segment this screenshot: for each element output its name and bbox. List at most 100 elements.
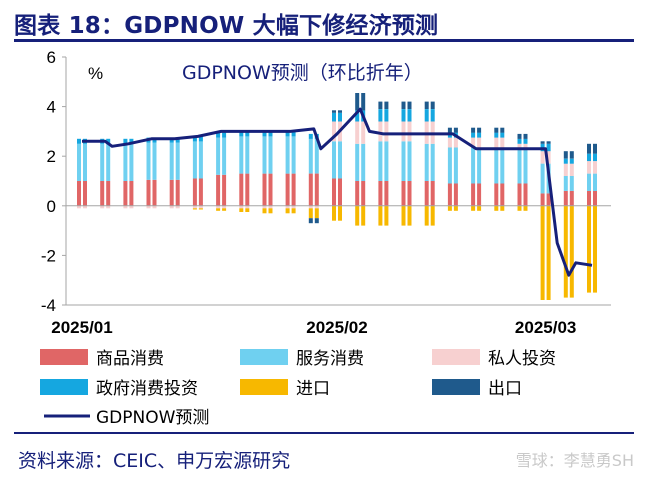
bar-private_investment-12-b <box>361 122 365 144</box>
bar-exports-18-b <box>500 128 504 133</box>
bar-imports-19-b <box>524 206 528 211</box>
bar-imports-12-b <box>361 206 365 226</box>
bar-services-19-a <box>518 149 522 184</box>
bar-imports-6-a <box>216 208 220 211</box>
bar-goods-1-b <box>106 181 110 206</box>
legend-label-imports: 进口 <box>296 379 330 399</box>
bar-exports-14-a <box>402 102 406 109</box>
bar-goods-11-b <box>338 179 342 206</box>
source-note: 资料来源：CEIC、申万宏源研究 <box>18 446 290 473</box>
bar-imports-22-b <box>593 206 597 293</box>
footer-divider <box>14 432 634 434</box>
bar-government-19-b <box>524 139 528 144</box>
bar-exports-19-b <box>524 134 528 139</box>
y-tick-label-4: 4 <box>47 98 56 117</box>
bar-goods-21-a <box>564 191 568 206</box>
bar-private_investment-18-b <box>500 138 504 148</box>
bar-government-13-a <box>378 109 382 121</box>
bar-government-0-a <box>77 139 81 144</box>
bar-goods-10-b <box>315 174 319 206</box>
bar-services-6-a <box>216 138 220 175</box>
bar-exports-22-b <box>593 144 597 154</box>
stacked-bars <box>77 93 597 300</box>
bar-government-14-a <box>402 109 406 121</box>
bar-goods-7-b <box>245 174 249 206</box>
bar-exports-13-b <box>384 102 388 109</box>
bar-services-11-a <box>332 141 336 178</box>
bar-imports-15-a <box>425 206 429 226</box>
bar-imports-21-a <box>564 206 568 298</box>
bar-goods-2-a <box>123 181 127 206</box>
bar-goods-8-b <box>269 174 273 206</box>
bar-imports-19-a <box>518 206 522 211</box>
bar-goods-20-a <box>541 193 545 205</box>
legend-label-gdpnow: GDPNOW预测 <box>96 408 209 428</box>
unit-label: % <box>88 64 103 83</box>
bar-private_investment-21-a <box>564 164 568 176</box>
bar-imports-10-a <box>309 208 313 218</box>
bar-services-18-b <box>500 148 504 184</box>
bar-services-11-b <box>338 141 342 178</box>
legend-swatch-services <box>240 349 288 365</box>
bar-imports-16-b <box>454 206 458 211</box>
bar-goods-7-a <box>239 174 243 206</box>
bar-services-2-a <box>123 144 127 181</box>
bar-services-22-a <box>587 174 591 191</box>
bar-goods-10-a <box>309 174 313 206</box>
bar-exports-22-a <box>587 144 591 154</box>
bar-services-14-b <box>408 141 412 181</box>
bar-government-18-b <box>500 133 504 138</box>
x-tick-label-2: 2025/03 <box>515 318 576 337</box>
bar-imports-18-a <box>494 206 498 211</box>
bar-goods-14-a <box>402 181 406 206</box>
bar-goods-19-a <box>518 184 522 206</box>
bar-government-15-b <box>431 109 435 121</box>
bar-imports-10-b <box>315 208 319 218</box>
bar-goods-15-a <box>425 181 429 206</box>
bar-services-13-a <box>378 141 382 181</box>
bar-goods-8-a <box>263 174 267 206</box>
bar-imports-9-a <box>286 208 290 213</box>
bar-private_investment-22-b <box>593 161 597 173</box>
bar-private_investment-13-b <box>384 122 388 142</box>
bar-imports-6-b <box>222 208 226 211</box>
bar-exports-13-a <box>378 102 382 109</box>
bar-government-15-a <box>425 109 429 121</box>
bar-imports-7-a <box>239 208 243 212</box>
bar-imports-15-b <box>431 206 435 226</box>
bar-government-11-b <box>338 113 342 122</box>
bar-exports-19-a <box>518 134 522 139</box>
bar-services-14-a <box>402 141 406 181</box>
bar-exports-12-b <box>361 93 365 110</box>
bar-goods-1-a <box>100 181 104 206</box>
gdpnow-line <box>82 109 592 275</box>
legend-swatch-exports <box>432 379 480 395</box>
bar-private_investment-12-a <box>355 122 359 144</box>
bar-goods-9-a <box>286 174 290 206</box>
bar-private_investment-21-b <box>570 164 574 176</box>
bar-imports-13-b <box>384 206 388 226</box>
bar-services-15-b <box>431 144 435 181</box>
bar-goods-19-b <box>524 184 528 206</box>
bar-goods-0-a <box>77 181 81 206</box>
legend-swatch-goods <box>40 349 88 365</box>
bar-imports-16-a <box>448 206 452 211</box>
bar-government-22-a <box>587 154 591 161</box>
bar-services-4-b <box>176 143 180 180</box>
bar-goods-18-a <box>494 184 498 206</box>
bar-goods-22-b <box>593 191 597 206</box>
bar-services-0-a <box>77 144 81 181</box>
bar-imports-11-b <box>338 206 342 221</box>
bar-services-22-b <box>593 174 597 191</box>
bar-government-6-b <box>222 133 226 138</box>
bar-goods-3-b <box>153 180 157 206</box>
bar-private_investment-13-a <box>378 122 382 142</box>
x-tick-label-0: 2025/01 <box>51 318 112 337</box>
bar-exports-20-b <box>547 141 551 144</box>
y-tick-label-1: -2 <box>41 246 56 265</box>
bar-imports-14-b <box>408 206 412 226</box>
bar-goods-22-a <box>587 191 591 206</box>
bar-government-18-a <box>494 133 498 138</box>
bar-goods-16-a <box>448 184 452 206</box>
